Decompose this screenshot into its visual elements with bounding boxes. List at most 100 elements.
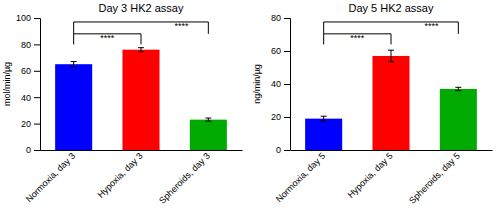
significance-label: ****: [100, 33, 115, 43]
tick-label: Spheroids, day 5: [407, 151, 462, 206]
error-bar: [388, 50, 394, 62]
error-bar-line: [71, 66, 77, 67]
tick-label: 40: [271, 79, 281, 89]
error-bar: [138, 48, 144, 52]
bracket: [324, 34, 391, 45]
error-bar-line: [388, 61, 394, 62]
tick: Hypoxia, day 3: [95, 150, 144, 200]
y-axis: 0 20 40 60 80 100: [16, 13, 41, 155]
bar: [190, 120, 227, 150]
tick-label: Normoxia, day 5: [274, 151, 327, 204]
axis-line: [34, 19, 41, 151]
tick: 40: [271, 79, 290, 89]
x-axis: Normoxia, day 3 Hypoxia, day 3 Spheroids, …: [24, 150, 243, 206]
tick-label: 60: [21, 66, 31, 76]
bracket: [74, 22, 209, 34]
chart-root: 0 20 40 60 80 100 Normoxia, day 3 Hypoxia, day …: [0, 0, 500, 214]
tick: 100: [16, 13, 40, 23]
significance-label: ****: [424, 21, 439, 31]
significance-label: ****: [174, 21, 189, 31]
tick: Spheroids, day 5: [407, 150, 462, 206]
error-bar-line: [391, 50, 392, 62]
tick-label: 20: [271, 112, 281, 122]
error-bar-line: [141, 48, 142, 52]
tick: 20: [271, 112, 290, 122]
tick-label: 0: [276, 145, 281, 155]
axis-line: [291, 150, 493, 151]
y-axis-title: mol/min/µg: [2, 62, 12, 106]
error-bar: [321, 116, 327, 121]
significance-brackets: **** ****: [324, 21, 459, 44]
panel: 0 20 40 60 80 Normoxia, day 5 Hypoxia, day 5 Sp…: [252, 2, 493, 206]
tick-mark: [34, 150, 40, 151]
tick-mark: [34, 124, 40, 125]
error-bar-line: [455, 87, 461, 88]
error-bar-line: [323, 116, 324, 121]
error-bar-line: [321, 116, 327, 117]
bar: [55, 64, 92, 150]
error-bar-line: [455, 90, 461, 91]
error-bar-line: [321, 121, 327, 122]
tick-label: 80: [271, 13, 281, 23]
tick: 80: [271, 13, 290, 23]
tick: 60: [271, 46, 290, 56]
tick: 40: [21, 93, 40, 103]
tick-label: 60: [271, 46, 281, 56]
tick-label: Spheroids, day 3: [157, 151, 212, 206]
error-bar-line: [73, 62, 74, 67]
tick-mark: [284, 18, 290, 19]
y-axis: 0 20 40 60 80: [271, 13, 291, 155]
error-bar: [455, 87, 461, 90]
significance-brackets: **** ****: [74, 21, 209, 44]
tick: 0: [26, 145, 40, 155]
error-bar-line: [205, 118, 211, 119]
tick-mark: [34, 18, 40, 19]
tick-mark: [284, 117, 290, 118]
tick-label: 0: [26, 145, 31, 155]
tick-label: 100: [16, 13, 31, 23]
tick-mark: [34, 97, 40, 98]
significance-label: ****: [350, 33, 365, 43]
tick-label: Normoxia, day 3: [24, 151, 77, 204]
tick-mark: [284, 84, 290, 85]
tick: 60: [21, 66, 40, 76]
axis-line: [41, 150, 243, 151]
tick-mark: [34, 71, 40, 72]
title: Day 3 HK2 assay: [99, 2, 184, 14]
error-bar-line: [138, 51, 144, 52]
tick-mark: [284, 51, 290, 52]
error-bar-line: [388, 50, 394, 51]
tick: Normoxia, day 5: [274, 150, 327, 204]
error-bar-line: [205, 121, 211, 122]
title: Day 5 HK2 assay: [349, 2, 434, 14]
tick-mark: [34, 44, 40, 45]
bracket: [324, 22, 459, 34]
x-axis: Normoxia, day 5 Hypoxia, day 5 Spheroids, …: [274, 150, 493, 206]
bar: [122, 50, 159, 150]
y-axis-title: ng/min/µg: [252, 64, 262, 104]
panel: 0 20 40 60 80 100 Normoxia, day 3 Hypoxia, day …: [2, 2, 243, 206]
tick-label: Hypoxia, day 5: [345, 151, 394, 200]
error-bar-line: [138, 47, 144, 48]
tick-label: 20: [21, 119, 31, 129]
tick: Hypoxia, day 5: [345, 150, 394, 200]
tick: 20: [21, 119, 40, 129]
axis-line: [284, 19, 291, 151]
tick: Normoxia, day 3: [24, 150, 77, 204]
bracket: [74, 34, 141, 45]
tick-label: 80: [21, 40, 31, 50]
marks: [305, 50, 477, 150]
bar: [372, 56, 409, 150]
tick: 80: [21, 40, 40, 50]
bar: [305, 119, 342, 150]
marks: [55, 48, 227, 150]
bar: [440, 89, 477, 150]
tick-label: 40: [21, 93, 31, 103]
tick: 0: [276, 145, 290, 155]
tick-mark: [284, 150, 290, 151]
error-bar: [71, 62, 77, 67]
tick-label: Hypoxia, day 3: [95, 151, 144, 200]
error-bar-line: [71, 61, 77, 62]
error-bar: [205, 118, 211, 121]
tick: Spheroids, day 3: [157, 150, 212, 206]
